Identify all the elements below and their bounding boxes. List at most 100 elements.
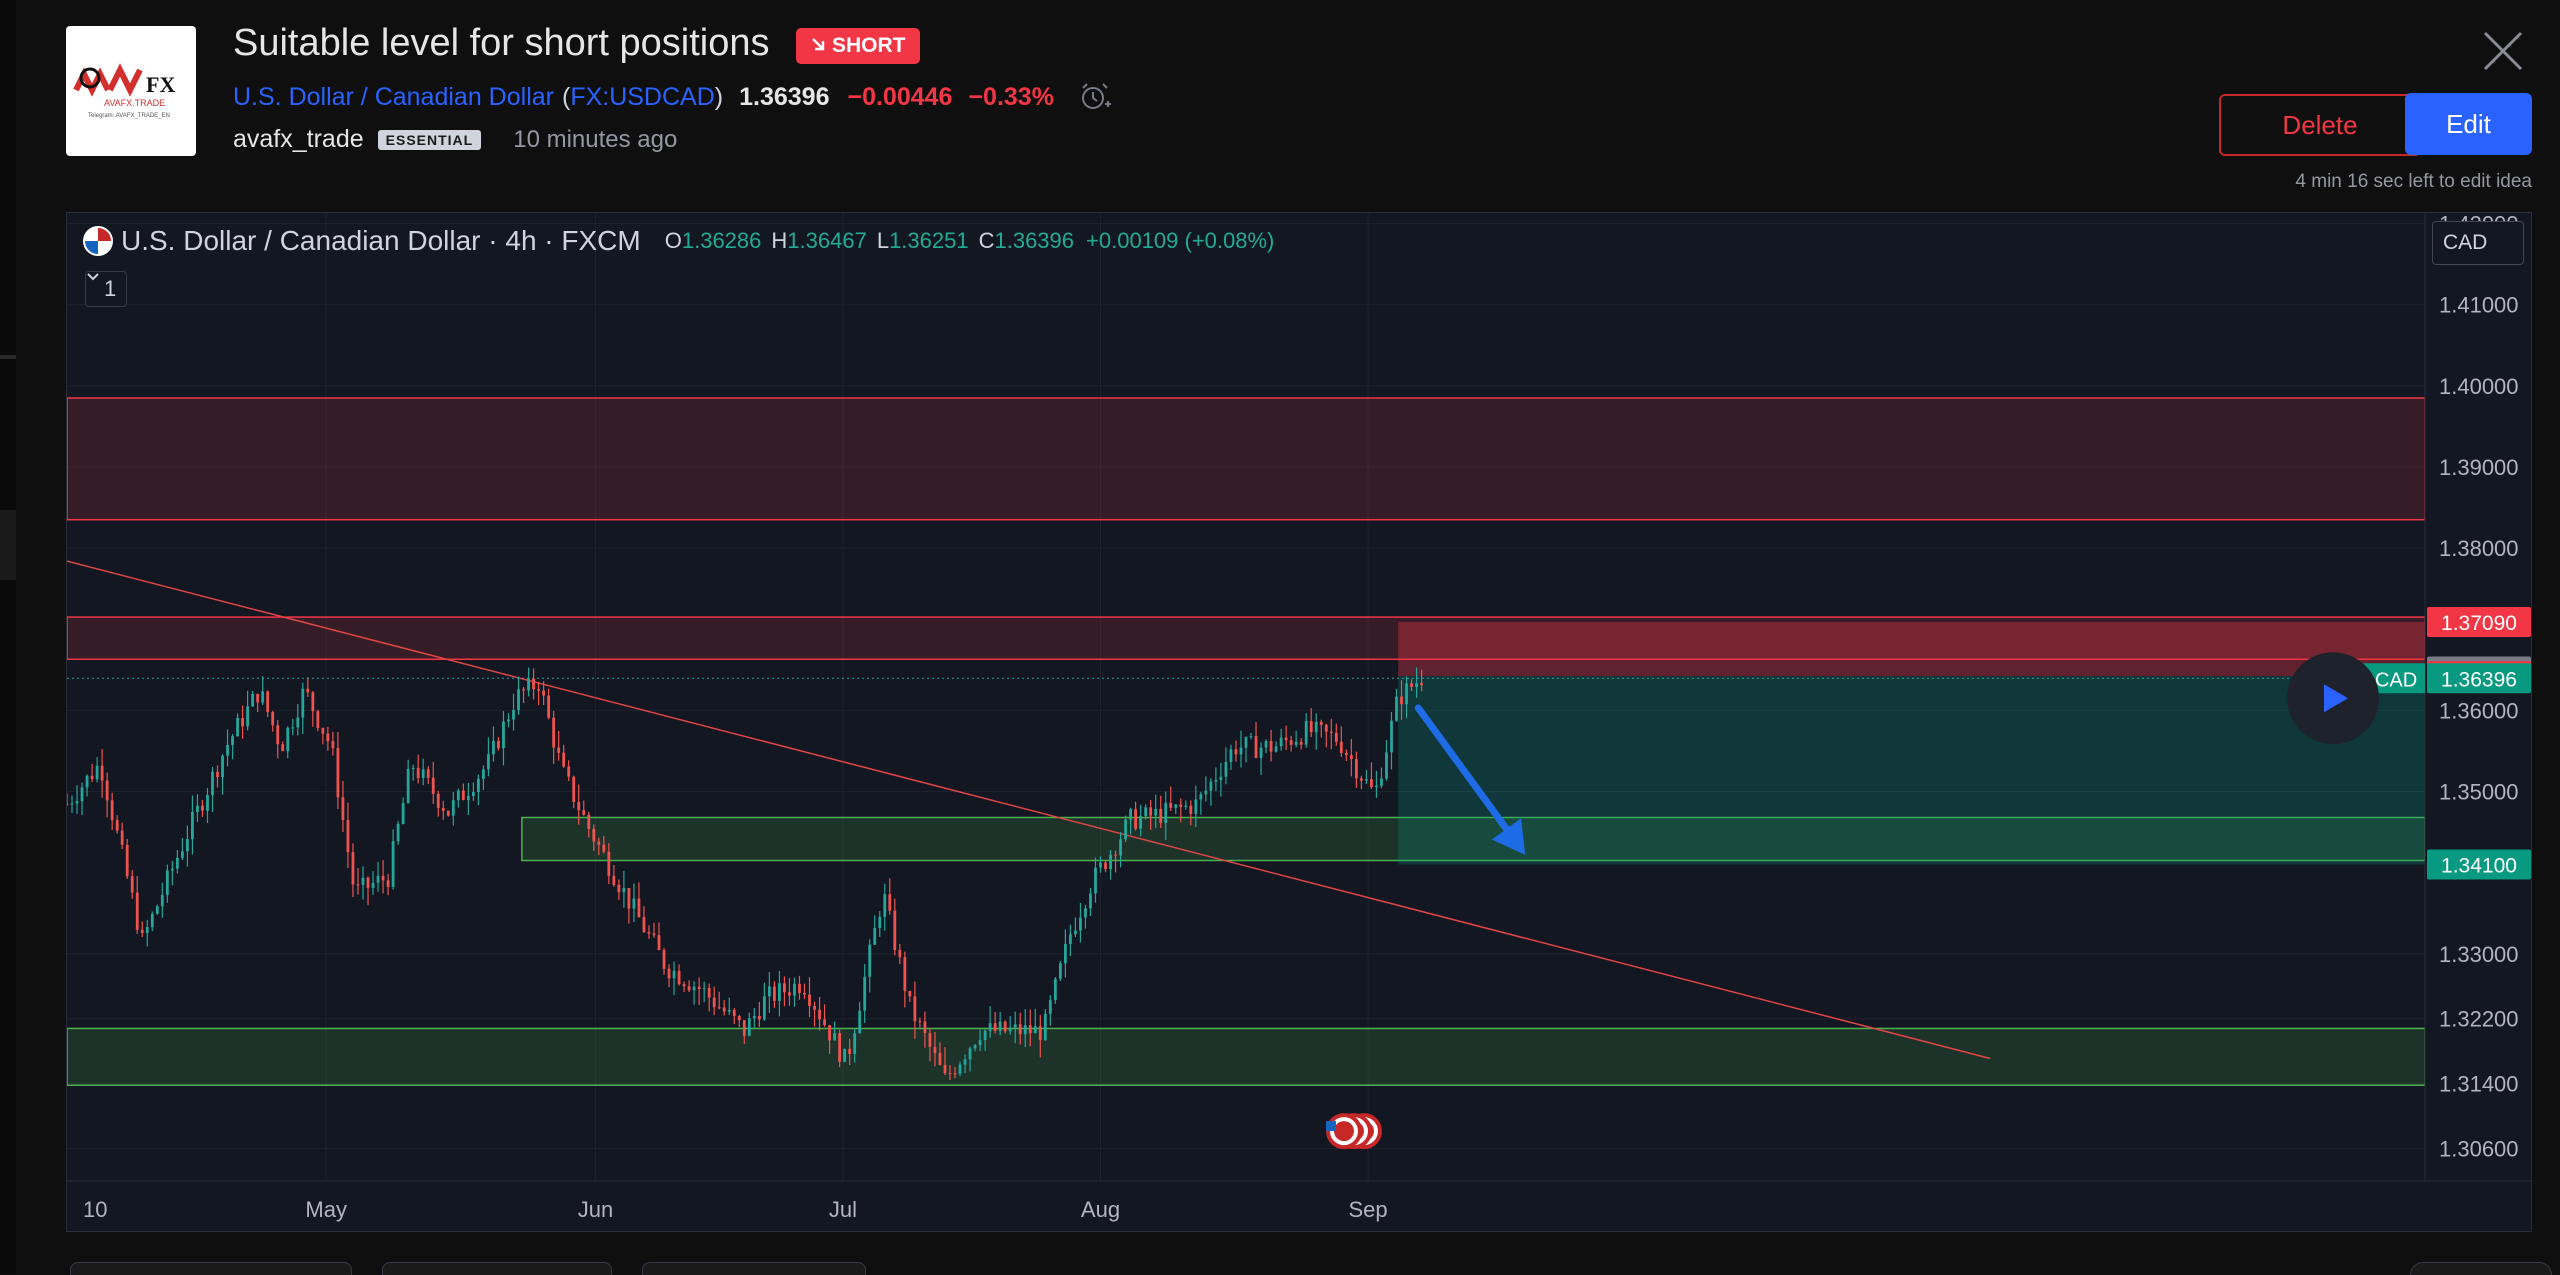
candle-body	[75, 801, 79, 804]
candle-body	[1023, 1025, 1027, 1035]
candle-body	[1053, 978, 1057, 1001]
candle-body	[1304, 721, 1308, 745]
candle-body	[692, 986, 696, 991]
candle-body	[482, 769, 485, 779]
ohlc-change: +0.00109 (+0.08%)	[1086, 228, 1275, 253]
candle-body	[1359, 778, 1363, 781]
currency-button[interactable]: CAD	[2432, 221, 2524, 265]
price-tick-label: 1.30600	[2439, 1137, 2519, 1162]
candle-body	[888, 894, 892, 911]
position-target-area	[1398, 676, 2425, 865]
candle-body	[246, 706, 250, 727]
candle-body	[767, 986, 771, 997]
candle-body	[411, 767, 415, 769]
candle-body	[296, 717, 300, 728]
candle-body	[175, 857, 179, 869]
price-axis-bg	[2425, 213, 2531, 1181]
economic-events-icon[interactable]	[1325, 1113, 1382, 1150]
candle-body	[547, 695, 551, 718]
candle-body	[67, 803, 69, 805]
paren-open: (	[561, 82, 571, 111]
symbol-line: U.S. Dollar / Canadian Dollar ( FX:USDCA…	[233, 80, 1112, 114]
candle-body	[1395, 696, 1398, 721]
candle-body	[1028, 1025, 1032, 1034]
time-tick-label: 10	[83, 1197, 107, 1222]
candle-body	[95, 765, 99, 780]
price-tick-label: 1.35000	[2439, 780, 2519, 805]
time-tick-label: Aug	[1081, 1197, 1120, 1222]
indicators-collapse-button[interactable]: 1	[85, 271, 128, 307]
position-stop-area	[1398, 621, 2425, 677]
price-label-box	[2427, 663, 2531, 694]
author-name-link[interactable]: avafx_trade	[233, 125, 364, 153]
edit-button[interactable]: Edit	[2405, 93, 2532, 155]
author-avatar-logo[interactable]: FX AVAFX.TRADE Telegram: AVAFX_TRADE_EN	[66, 26, 196, 156]
short-badge-label: SHORT	[832, 34, 906, 57]
close-icon[interactable]	[2480, 28, 2526, 74]
candle-body	[471, 792, 475, 796]
play-button-icon[interactable]	[2287, 652, 2379, 745]
chart-canvas[interactable]: 1.420001.410001.400001.390001.380001.360…	[67, 213, 2532, 1232]
candle-body	[1089, 893, 1092, 909]
candle-body	[1415, 683, 1418, 687]
bottom-tab-2[interactable]	[382, 1262, 612, 1275]
chart-panel[interactable]: 1.420001.410001.400001.390001.380001.360…	[66, 212, 2532, 1232]
price-label-text: 1.37090	[2441, 612, 2517, 635]
candle-body	[1249, 736, 1253, 738]
candle-body	[537, 689, 540, 691]
candle-body	[221, 755, 224, 778]
candle-body	[1319, 721, 1323, 725]
candle-body	[1289, 740, 1293, 745]
candle-body	[446, 810, 450, 816]
candle-body	[1214, 780, 1218, 782]
svg-text:Telegram: AVAFX_TRADE_EN: Telegram: AVAFX_TRADE_EN	[88, 113, 170, 119]
candle-body	[1375, 785, 1378, 788]
candle-body	[341, 797, 345, 820]
svg-text:FX: FX	[146, 72, 175, 97]
price-label-text: 1.34100	[2441, 855, 2517, 878]
candle-body	[461, 790, 465, 800]
candle-body	[507, 719, 510, 722]
author-tier-badge: ESSENTIAL	[377, 129, 482, 150]
candle-body	[266, 691, 270, 713]
bottom-tab-1[interactable]	[70, 1262, 352, 1275]
candle-body	[492, 740, 495, 755]
delete-button[interactable]: Delete	[2219, 94, 2421, 156]
time-tick-label: Jun	[578, 1197, 613, 1222]
short-arrow-shaft	[1414, 704, 1510, 833]
candle-body	[818, 1009, 821, 1020]
edit-time-note: 4 min 16 sec left to edit idea	[2295, 171, 2532, 192]
support-zone	[67, 1027, 2426, 1087]
candle-body	[893, 910, 897, 951]
candle-body	[928, 1033, 932, 1047]
ticker-link[interactable]: FX:USDCAD	[570, 82, 715, 111]
candle-body	[1169, 803, 1173, 808]
svg-text:AVAFX.TRADE: AVAFX.TRADE	[104, 98, 165, 108]
candle-body	[727, 1009, 731, 1012]
candle-body	[908, 990, 912, 997]
candle-body	[1159, 808, 1163, 823]
candle-body	[948, 1073, 952, 1075]
price-label-box	[2427, 606, 2531, 637]
candle-body	[517, 689, 520, 711]
candle-body	[732, 1009, 736, 1016]
candle-body	[752, 1015, 756, 1019]
ohlc-values: O 1.36286 H 1.36467 L 1.36251 C 1.36396 +0.0…	[655, 228, 1275, 254]
candle-body	[90, 775, 94, 780]
add-alert-icon[interactable]	[1078, 80, 1112, 114]
candle-body	[878, 916, 882, 928]
candle-body	[150, 913, 154, 928]
candle-body	[617, 884, 621, 893]
symbol-name-link[interactable]: U.S. Dollar / Canadian Dollar	[233, 82, 554, 111]
bottom-tab-3[interactable]	[642, 1262, 866, 1275]
bottom-tab-4[interactable]	[2410, 1262, 2552, 1275]
candle-body	[371, 882, 375, 888]
candle-body	[612, 875, 616, 885]
author-line: avafx_trade ESSENTIAL 10 minutes ago	[233, 125, 677, 154]
play-triangle	[2324, 684, 2348, 713]
candle-body	[898, 950, 902, 958]
candle-body	[1094, 867, 1097, 894]
candle-body	[1084, 908, 1087, 918]
candle-body	[1254, 736, 1258, 758]
candle-body	[1390, 720, 1393, 753]
